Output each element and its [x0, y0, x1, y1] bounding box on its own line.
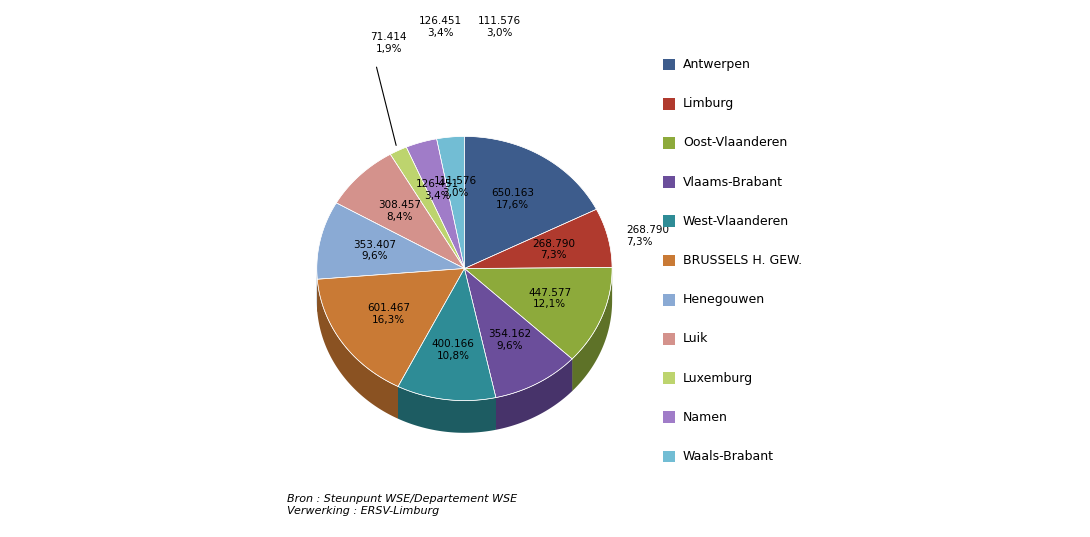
Text: Bron : Steunpunt WSE/Departement WSE
Verwerking : ERSV-Limburg: Bron : Steunpunt WSE/Departement WSE Ver…: [288, 494, 518, 516]
Text: Luik: Luik: [683, 332, 708, 345]
Polygon shape: [317, 268, 464, 311]
Text: Limburg: Limburg: [683, 97, 735, 110]
Polygon shape: [464, 268, 572, 391]
Polygon shape: [337, 154, 464, 268]
Polygon shape: [317, 203, 464, 279]
Polygon shape: [464, 209, 613, 268]
FancyBboxPatch shape: [663, 137, 675, 149]
Polygon shape: [496, 359, 572, 430]
FancyBboxPatch shape: [663, 98, 675, 110]
Polygon shape: [398, 268, 464, 419]
Text: Henegouwen: Henegouwen: [683, 293, 765, 306]
Text: 601.467
16,3%: 601.467 16,3%: [367, 303, 410, 325]
FancyBboxPatch shape: [663, 294, 675, 306]
Polygon shape: [398, 268, 464, 419]
Text: 126.451
3,4%: 126.451 3,4%: [419, 16, 462, 38]
Text: Luxemburg: Luxemburg: [683, 372, 753, 384]
FancyBboxPatch shape: [663, 411, 675, 423]
Polygon shape: [437, 136, 464, 268]
FancyBboxPatch shape: [663, 333, 675, 345]
Polygon shape: [317, 268, 464, 387]
FancyBboxPatch shape: [663, 215, 675, 227]
FancyBboxPatch shape: [663, 255, 675, 266]
Text: Namen: Namen: [683, 411, 728, 424]
FancyBboxPatch shape: [663, 176, 675, 188]
Polygon shape: [317, 268, 464, 311]
Polygon shape: [464, 136, 596, 268]
Text: 308.457
8,4%: 308.457 8,4%: [378, 200, 421, 222]
Text: 354.162
9,6%: 354.162 9,6%: [488, 329, 531, 351]
Polygon shape: [464, 268, 496, 430]
Text: 650.163
17,6%: 650.163 17,6%: [490, 188, 534, 209]
FancyBboxPatch shape: [663, 59, 675, 70]
Polygon shape: [398, 268, 496, 401]
Text: Antwerpen: Antwerpen: [683, 58, 751, 71]
Polygon shape: [464, 267, 613, 359]
Text: West-Vlaanderen: West-Vlaanderen: [683, 215, 789, 228]
Text: 268.790
7,3%: 268.790 7,3%: [626, 225, 669, 247]
Text: Oost-Vlaanderen: Oost-Vlaanderen: [683, 136, 787, 149]
Text: 447.577
12,1%: 447.577 12,1%: [529, 287, 571, 309]
Polygon shape: [464, 268, 496, 430]
Polygon shape: [390, 147, 464, 268]
Polygon shape: [572, 268, 613, 391]
Text: BRUSSELS H. GEW.: BRUSSELS H. GEW.: [683, 254, 802, 267]
Text: Waals-Brabant: Waals-Brabant: [683, 450, 774, 463]
Text: 111.576
3,0%: 111.576 3,0%: [434, 176, 477, 198]
Text: 400.166
10,8%: 400.166 10,8%: [432, 339, 474, 360]
Polygon shape: [464, 268, 572, 397]
FancyBboxPatch shape: [663, 372, 675, 384]
FancyBboxPatch shape: [663, 451, 675, 462]
Text: Vlaams-Brabant: Vlaams-Brabant: [683, 176, 783, 188]
Polygon shape: [407, 139, 464, 268]
Text: 111.576
3,0%: 111.576 3,0%: [477, 16, 521, 38]
Text: 126.451
3,4%: 126.451 3,4%: [416, 179, 459, 201]
Text: 353.407
9,6%: 353.407 9,6%: [353, 240, 397, 262]
Polygon shape: [317, 279, 398, 419]
Polygon shape: [464, 268, 572, 391]
Polygon shape: [398, 387, 496, 433]
Text: 71.414
1,9%: 71.414 1,9%: [371, 32, 407, 54]
Text: 268.790
7,3%: 268.790 7,3%: [532, 238, 574, 260]
